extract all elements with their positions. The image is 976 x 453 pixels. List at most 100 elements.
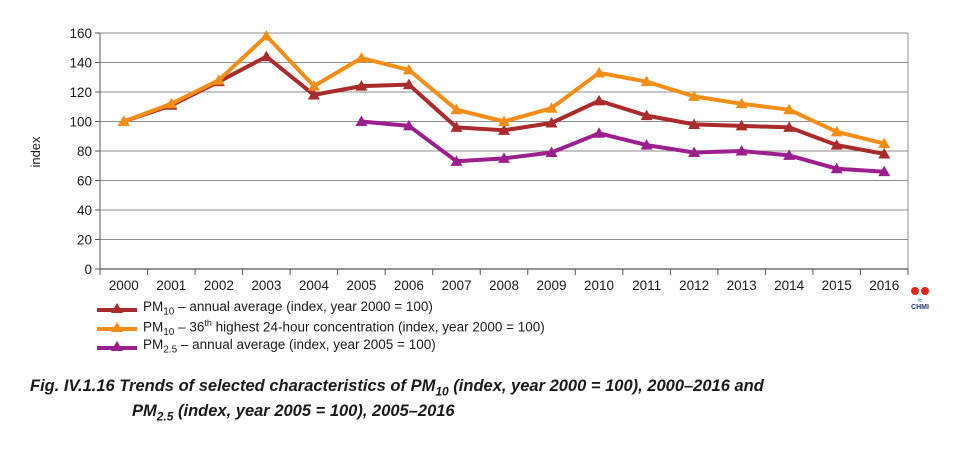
legend-text: highest 24-hour concentration (index, ye… [211, 319, 545, 335]
data-point [830, 139, 843, 150]
data-point [498, 124, 510, 135]
legend-swatch-pm25-annual [97, 340, 137, 353]
x-tick-label: 2003 [251, 278, 281, 293]
series-line [361, 119, 885, 174]
y-tick-label: 140 [69, 56, 92, 71]
caption-text: Fig. IV.1.16 Trends of selected characte… [30, 377, 436, 395]
x-tick-label: 2010 [584, 278, 614, 293]
x-tick-label: 2012 [679, 278, 709, 293]
legend-swatch-pm10-36th [97, 321, 137, 334]
x-tick-label: 2008 [489, 278, 519, 293]
data-point [545, 116, 558, 128]
data-point [735, 145, 748, 156]
data-point [212, 74, 225, 85]
x-tick-label: 2013 [727, 278, 757, 293]
data-point [878, 147, 891, 159]
data-point [260, 29, 273, 41]
data-point [830, 125, 843, 137]
legend-subscript: 10 [163, 327, 175, 339]
tick-labels: 0 20 40 60 80 100 120 140 160 2000 2001 2002 2003 200… [69, 26, 899, 293]
x-tick-label: 2016 [869, 278, 899, 293]
y-tick-label: 80 [77, 144, 92, 159]
caption-text: PM [132, 402, 157, 421]
x-tick-label: 2002 [204, 278, 234, 293]
data-point [830, 162, 843, 174]
data-point [450, 155, 463, 166]
x-tick-label: 2005 [346, 278, 376, 293]
data-point [783, 149, 796, 160]
data-point [450, 103, 463, 115]
legend-item-pm25-annual: PM2.5 – annual average (index, year 2005… [97, 337, 545, 357]
caption-text: (index, year 2000 = 100), 2000–2016 and [448, 377, 764, 395]
series-line [123, 54, 885, 156]
y-tick-label: 0 [84, 262, 92, 277]
data-point [498, 115, 510, 126]
data-point [260, 50, 273, 62]
data-point [688, 90, 701, 101]
caption-subscript: 10 [435, 384, 449, 399]
legend-text: PM [143, 337, 164, 353]
data-point [355, 115, 368, 126]
legend-superscript: th [204, 318, 212, 329]
data-point [593, 66, 606, 78]
x-tick-label: 2006 [394, 278, 424, 293]
data-point [402, 119, 415, 131]
data-point [593, 94, 606, 106]
data-point [545, 146, 558, 157]
data-point [165, 97, 178, 109]
legend-subscript: 2.5 [163, 344, 178, 356]
data-point [355, 52, 368, 63]
y-tick-label: 160 [69, 26, 92, 41]
legend-text: PM [143, 319, 164, 335]
x-tick-label: 2004 [299, 278, 330, 293]
data-point [307, 80, 320, 91]
data-point [783, 103, 796, 115]
data-point [735, 97, 748, 109]
data-point [117, 115, 130, 126]
data-point [450, 121, 463, 132]
legend: PM10 – annual average (index, year 2000 … [97, 299, 545, 357]
data-point [735, 119, 748, 131]
data-point [593, 127, 606, 138]
legend-text: PM [143, 299, 164, 315]
caption-line-2: PM2.5 (index, year 2005 = 100), 2005–201… [30, 401, 764, 426]
data-point [640, 139, 653, 150]
data-point [688, 118, 701, 129]
caption-text: (index, year 2005 = 100), 2005–2016 [173, 402, 455, 421]
grid [100, 32, 908, 240]
series [117, 29, 891, 177]
y-tick-label: 40 [77, 203, 92, 218]
data-point [545, 102, 558, 113]
x-tick-label: 2001 [156, 278, 186, 293]
y-tick-label: 20 [77, 233, 92, 248]
x-tick-label: 2007 [441, 278, 471, 293]
data-point [878, 137, 891, 149]
legend-item-pm10-annual: PM10 – annual average (index, year 2000 … [97, 299, 545, 319]
series-1 [117, 29, 891, 149]
line-chart: index 0 20 40 60 80 100 120 140 160 2000 2001 2002 2… [28, 26, 909, 293]
caption-subscript: 2.5 [156, 409, 174, 424]
logo-text: CHMI [911, 304, 929, 311]
data-point [640, 75, 653, 87]
chmi-logo-icon: ≈ CHMI [907, 287, 933, 313]
data-point [402, 78, 415, 90]
x-tick-label: 2011 [632, 278, 661, 293]
legend-text: – annual average (index, year 2005 = 100… [177, 337, 436, 353]
legend-item-pm10-36th: PM10 – 36th highest 24-hour concentratio… [97, 318, 545, 339]
caption-line-1: Fig. IV.1.16 Trends of selected characte… [30, 376, 764, 401]
data-point [498, 152, 510, 163]
series-2 [355, 115, 891, 177]
y-tick-label: 100 [69, 115, 92, 130]
legend-subscript: 10 [163, 306, 175, 318]
data-point [688, 146, 701, 157]
legend-text: – annual average (index, year 2000 = 100… [174, 299, 433, 315]
legend-text: – 36 [174, 319, 205, 335]
figure-caption: Fig. IV.1.16 Trends of selected characte… [30, 376, 764, 427]
x-tick-label: 2009 [537, 278, 567, 293]
data-point [355, 80, 368, 91]
data-point [640, 109, 653, 121]
x-tick-label: 2015 [822, 278, 852, 293]
x-tick-label: 2014 [774, 278, 805, 293]
axes [95, 32, 909, 275]
x-tick-label: 2000 [109, 278, 139, 293]
